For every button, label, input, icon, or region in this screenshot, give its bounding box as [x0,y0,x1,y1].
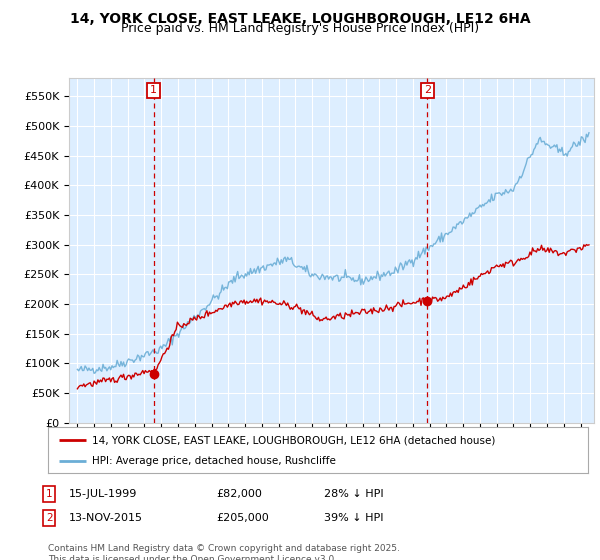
Text: £82,000: £82,000 [216,489,262,499]
Text: 15-JUL-1999: 15-JUL-1999 [69,489,137,499]
Text: 2: 2 [424,86,431,95]
Text: 14, YORK CLOSE, EAST LEAKE, LOUGHBOROUGH, LE12 6HA: 14, YORK CLOSE, EAST LEAKE, LOUGHBOROUGH… [70,12,530,26]
Text: 14, YORK CLOSE, EAST LEAKE, LOUGHBOROUGH, LE12 6HA (detached house): 14, YORK CLOSE, EAST LEAKE, LOUGHBOROUGH… [92,435,496,445]
Text: 39% ↓ HPI: 39% ↓ HPI [324,513,383,523]
Text: Contains HM Land Registry data © Crown copyright and database right 2025.
This d: Contains HM Land Registry data © Crown c… [48,544,400,560]
Text: 1: 1 [46,489,53,499]
Text: HPI: Average price, detached house, Rushcliffe: HPI: Average price, detached house, Rush… [92,456,336,466]
Text: 13-NOV-2015: 13-NOV-2015 [69,513,143,523]
Text: 28% ↓ HPI: 28% ↓ HPI [324,489,383,499]
Text: Price paid vs. HM Land Registry's House Price Index (HPI): Price paid vs. HM Land Registry's House … [121,22,479,35]
Text: 1: 1 [150,86,157,95]
Text: 2: 2 [46,513,53,523]
Text: £205,000: £205,000 [216,513,269,523]
